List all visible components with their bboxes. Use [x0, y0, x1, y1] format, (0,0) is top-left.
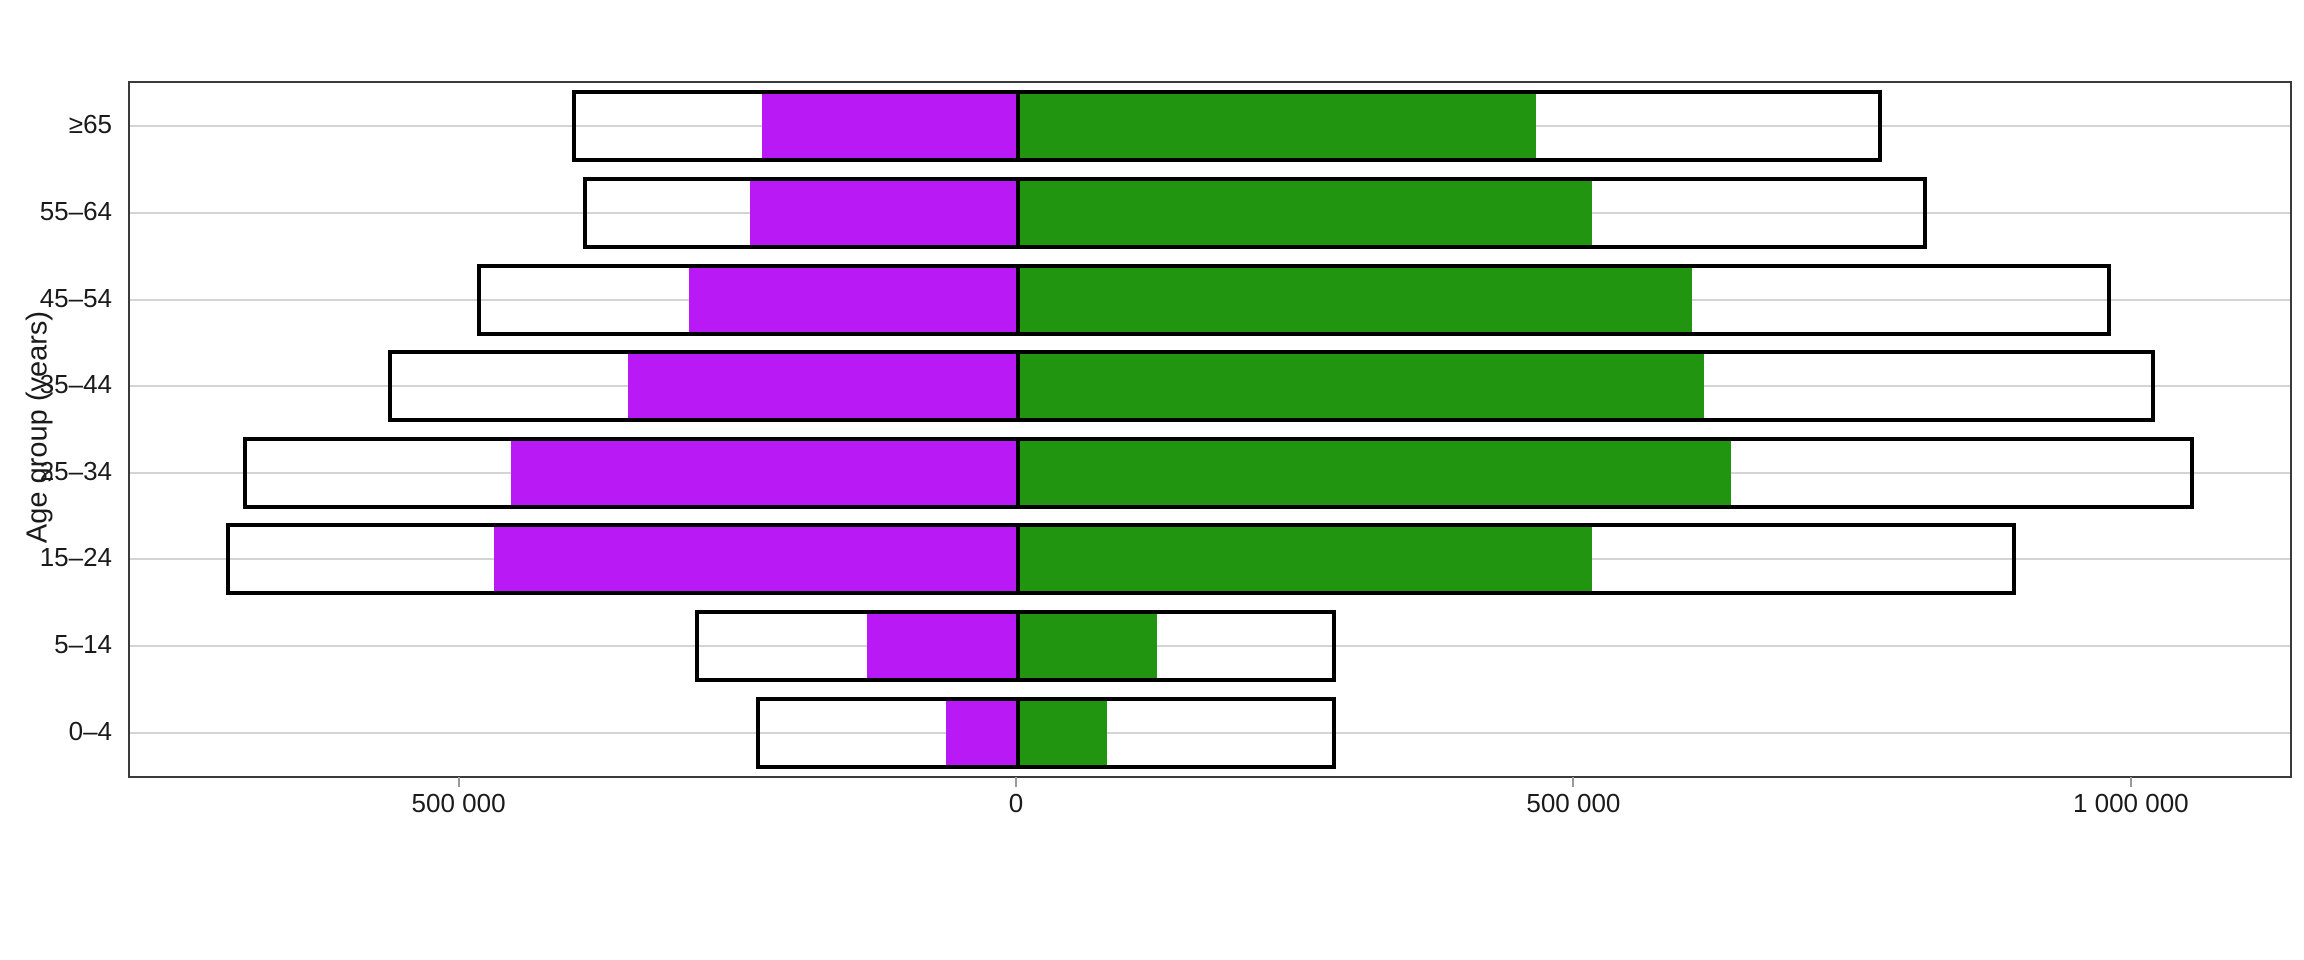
right-fill-bar [1017, 614, 1158, 679]
zero-divider-line [1015, 440, 1020, 505]
left-fill-bar [689, 267, 1018, 332]
left-fill-bar [627, 354, 1018, 419]
x-tick-mark [2129, 777, 2132, 787]
x-tick-label: 500 000 [411, 788, 506, 818]
right-fill-bar [1017, 267, 1693, 332]
left-fill-bar [945, 700, 1018, 765]
x-tick-label: 0 [1008, 788, 1024, 818]
left-fill-bar [761, 94, 1018, 159]
left-fill-bar [867, 614, 1018, 679]
right-fill-bar [1017, 94, 1537, 159]
x-tick-mark [457, 777, 460, 787]
bar-row [130, 603, 2290, 690]
left-fill-bar [510, 440, 1018, 505]
gridline [130, 731, 2290, 734]
bar-row [130, 170, 2290, 257]
total-bar-outline [477, 263, 2111, 336]
y-tick-label: 45–54 [39, 282, 112, 313]
x-tick-mark [1014, 777, 1017, 787]
y-tick-label: 25–34 [39, 455, 112, 486]
zero-divider-line [1015, 614, 1020, 679]
zero-divider-line [1015, 94, 1020, 159]
right-fill-bar [1017, 354, 1704, 419]
y-tick-label: 55–64 [39, 195, 112, 226]
bar-row [130, 343, 2290, 430]
gridline [130, 645, 2290, 648]
zero-divider-line [1015, 267, 1020, 332]
zero-divider-line [1015, 700, 1020, 765]
zero-divider-line [1015, 180, 1020, 245]
x-tick-label: 1 000 000 [2072, 788, 2189, 818]
y-tick-label: ≥65 [68, 109, 112, 140]
y-tick-label: 5–14 [54, 629, 112, 660]
plot-panel [128, 81, 2292, 778]
bar-row [130, 256, 2290, 343]
bar-row [130, 516, 2290, 603]
right-fill-bar [1017, 527, 1593, 592]
right-fill-bar [1017, 440, 1732, 505]
left-fill-bar [493, 527, 1018, 592]
y-tick-label: 15–24 [39, 542, 112, 573]
bar-row [130, 689, 2290, 776]
total-bar-outline [572, 90, 1882, 163]
total-bar-outline [583, 176, 1927, 249]
x-tick-mark [1572, 777, 1575, 787]
total-bar-outline [694, 610, 1336, 683]
left-fill-bar [750, 180, 1018, 245]
y-tick-label: 0–4 [68, 715, 112, 746]
y-axis-title: Age group (years) [21, 310, 54, 544]
total-bar-outline [226, 523, 2016, 596]
right-fill-bar [1017, 180, 1593, 245]
bar-row [130, 83, 2290, 170]
bar-row [130, 430, 2290, 517]
y-tick-label: 35–44 [39, 369, 112, 400]
x-tick-label: 500 000 [1526, 788, 1621, 818]
zero-divider-line [1015, 354, 1020, 419]
total-bar-outline [388, 350, 2156, 423]
total-bar-outline [243, 436, 2195, 509]
zero-divider-line [1015, 527, 1020, 592]
right-fill-bar [1017, 700, 1108, 765]
total-bar-outline [755, 696, 1336, 769]
